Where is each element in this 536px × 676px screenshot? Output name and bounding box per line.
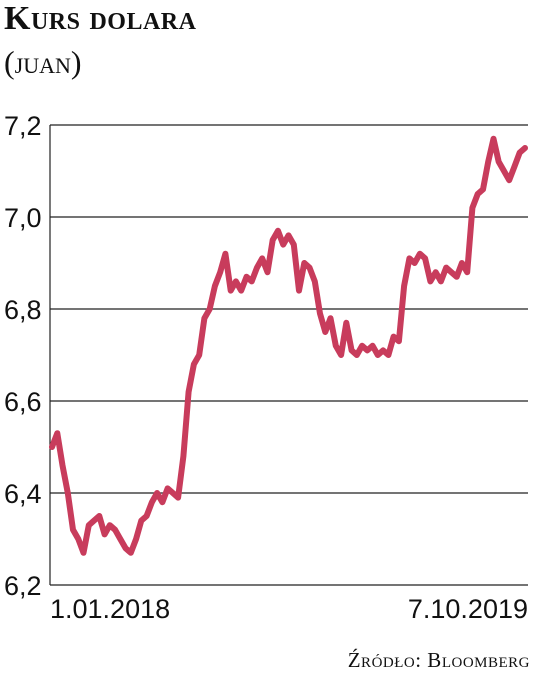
series-line: [49, 135, 528, 556]
y-tick-label: 6,6: [4, 387, 42, 417]
x-axis-ticks: 1.01.2018 7.10.2019: [50, 594, 528, 624]
y-tick-label: 7,0: [4, 203, 42, 233]
x-tick-label: 1.01.2018: [50, 594, 170, 624]
chart-subtitle: (juan): [4, 44, 82, 80]
series-layer: [49, 135, 528, 556]
x-tick-label: 7.10.2019: [408, 594, 528, 624]
gridlines: [49, 124, 528, 586]
y-tick-label: 6,8: [4, 295, 42, 325]
y-axis-ticks: 7,2 7,0 6,8 6,6 6,4 6,2: [4, 111, 42, 601]
chart-title: Kurs dolara: [4, 0, 197, 37]
y-tick-label: 6,4: [4, 479, 42, 509]
y-tick-label: 6,2: [4, 571, 42, 601]
source-note: Źródło: Bloomberg: [347, 648, 530, 672]
y-tick-label: 7,2: [4, 111, 42, 141]
